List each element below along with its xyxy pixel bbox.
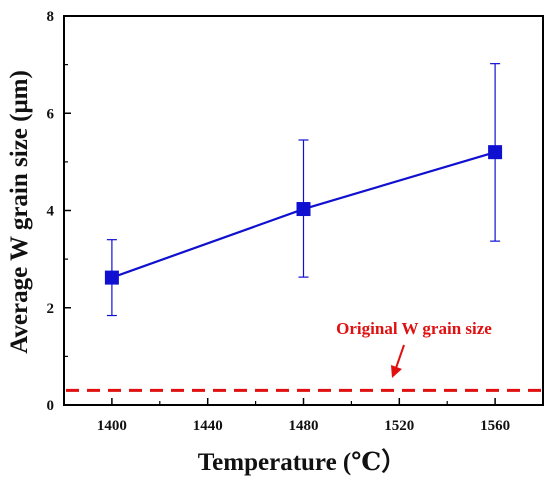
y-axis-ticks: 0 2 4 6 8 bbox=[47, 9, 71, 414]
data-point-0 bbox=[104, 270, 119, 285]
y-tick-label-2: 4 bbox=[47, 204, 55, 220]
x-tick-label-2: 1480 bbox=[289, 418, 319, 434]
x-tick-label-1: 1440 bbox=[193, 418, 223, 434]
data-point-2 bbox=[488, 145, 503, 160]
x-axis-title: Temperature (℃） bbox=[198, 447, 406, 476]
annotation-arrow bbox=[391, 344, 405, 378]
y-tick-label-1: 2 bbox=[47, 301, 55, 317]
markers-layer bbox=[104, 145, 503, 285]
x-axis-ticks: 1400 1440 1480 1520 1560 bbox=[97, 398, 510, 434]
y-tick-label-4: 8 bbox=[47, 9, 55, 25]
y-axis-title: Average W grain size (μm) bbox=[6, 70, 33, 354]
x-tick-label-3: 1520 bbox=[384, 418, 414, 434]
y-tick-label-0: 0 bbox=[47, 398, 55, 414]
annotation-text: Original W grain size bbox=[336, 319, 492, 338]
y-tick-label-3: 6 bbox=[47, 106, 55, 122]
x-tick-label-0: 1400 bbox=[97, 418, 127, 434]
error-bars-layer bbox=[106, 63, 501, 317]
x-tick-label-4: 1560 bbox=[480, 418, 510, 434]
data-point-1 bbox=[296, 202, 311, 217]
